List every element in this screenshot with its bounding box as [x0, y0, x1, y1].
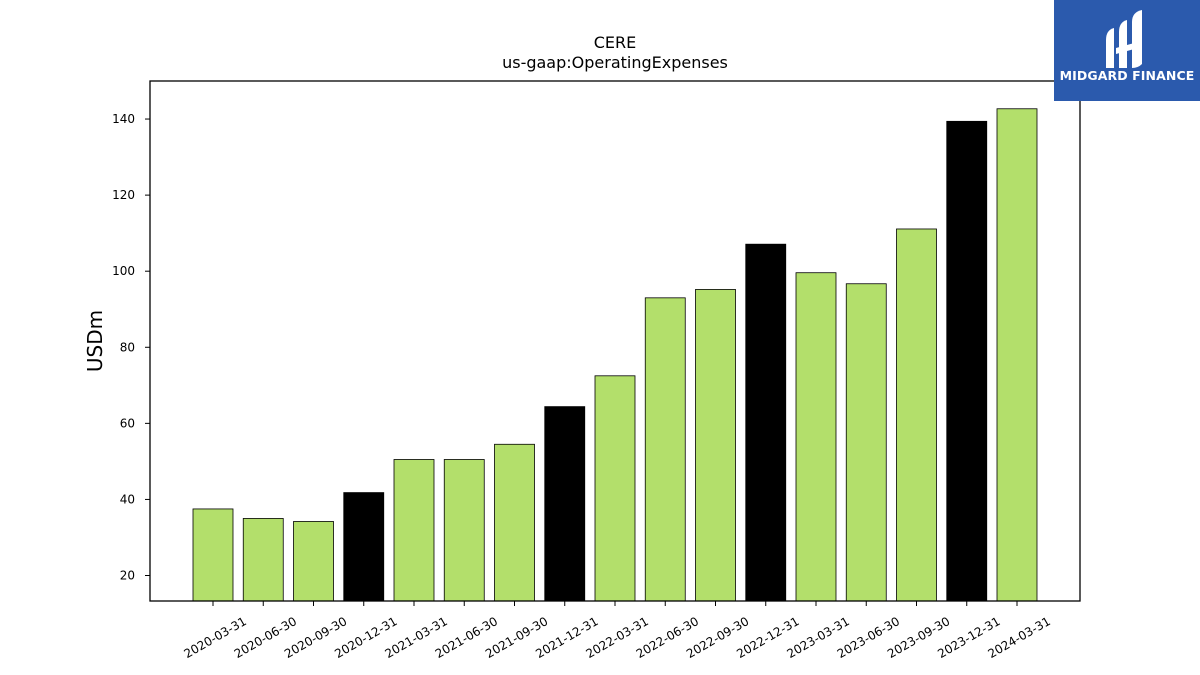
bar-2022-06-30: [644, 297, 686, 602]
midgard-logo-icon: [1106, 10, 1142, 68]
bar-2020-06-30: [242, 518, 284, 602]
bar-2021-09-30: [494, 443, 535, 602]
bar-2024-03-31: [996, 108, 1038, 602]
bar-2021-03-31: [393, 459, 435, 602]
bar-2023-03-31: [795, 272, 837, 602]
y-tick-label: 140: [112, 112, 135, 126]
y-tick-label: 20: [120, 569, 135, 583]
bar-2021-12-31: [544, 406, 586, 602]
bar-2020-12-31: [343, 492, 385, 602]
bar-2023-12-31: [946, 120, 988, 602]
y-axis-label: USDm: [83, 310, 107, 372]
y-tick-label: 100: [112, 264, 135, 278]
y-tick-label: 60: [120, 416, 135, 430]
y-ticks: 20 40 60 80 100 120 140: [112, 112, 150, 583]
bar-2020-09-30: [293, 521, 334, 602]
y-tick-label: 80: [120, 340, 135, 354]
bar-2022-12-31: [745, 243, 787, 602]
chart-subtitle: us-gaap:OperatingExpenses: [502, 53, 728, 72]
chart-title: CERE: [594, 33, 637, 52]
bar-2023-06-30: [845, 283, 887, 602]
bar-2020-03-31: [192, 508, 234, 602]
x-ticks: 2020-03-312020-06-302020-09-302020-12-31…: [181, 601, 1053, 661]
bars-group: [192, 108, 1038, 602]
y-tick-label: 40: [120, 492, 135, 506]
bar-2023-09-30: [896, 228, 937, 602]
y-tick-label: 120: [112, 188, 135, 202]
plot-area-frame: [149, 80, 1081, 602]
bar-2022-03-31: [594, 375, 636, 602]
logo-text: MIDGARD FINANCE: [1059, 68, 1195, 83]
bar-2021-06-30: [443, 459, 485, 602]
bar-2022-09-30: [695, 289, 736, 602]
